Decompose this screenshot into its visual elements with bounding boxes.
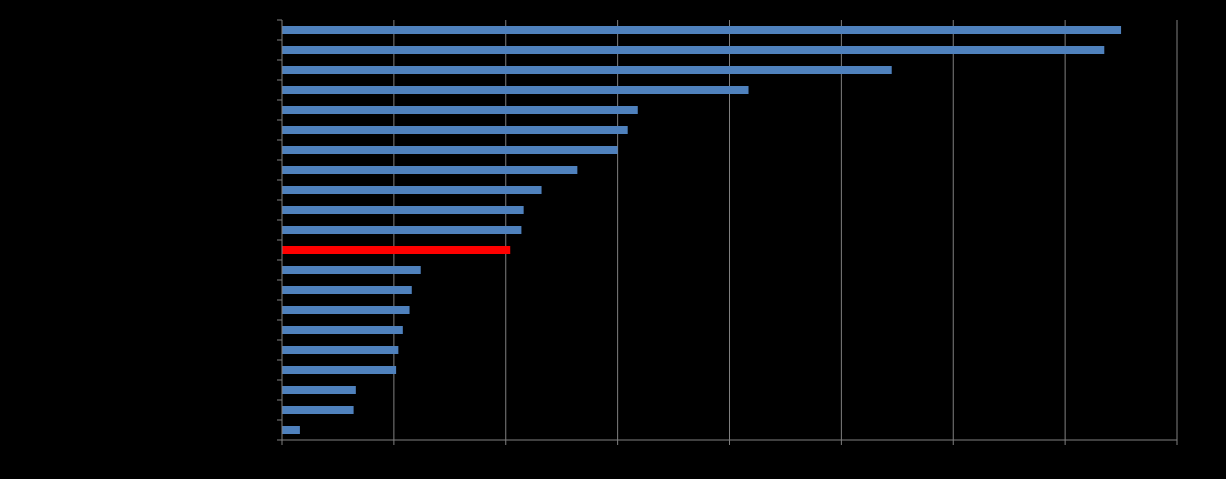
bar <box>282 206 524 214</box>
bar <box>282 26 1122 34</box>
bar <box>282 286 412 294</box>
bar <box>282 146 618 154</box>
bar <box>282 106 638 114</box>
bar-highlighted <box>282 246 511 254</box>
bar <box>282 226 522 234</box>
bar <box>282 166 578 174</box>
bar <box>282 266 421 274</box>
bar <box>282 426 300 434</box>
bar <box>282 306 410 314</box>
bar <box>282 86 749 94</box>
axes <box>277 19 1178 445</box>
bar <box>282 326 403 334</box>
bar <box>282 186 542 194</box>
bar <box>282 366 397 374</box>
bar <box>282 46 1105 54</box>
bar <box>282 126 628 134</box>
bar <box>282 386 356 394</box>
bar <box>282 66 892 74</box>
bar <box>282 406 354 414</box>
bars <box>282 26 1122 434</box>
bar <box>282 346 399 354</box>
